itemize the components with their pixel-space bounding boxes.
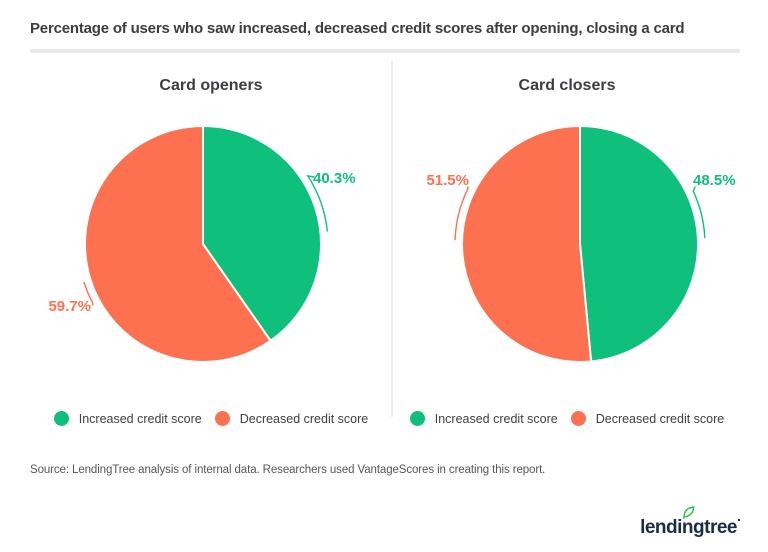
logo-text-mid-chars: ng (681, 517, 705, 538)
pie-chart-card-closers: 48.5% 51.5% (426, 125, 736, 363)
legend-dot-decreased-icon (570, 411, 586, 426)
source-note: Source: LendingTree analysis of internal… (30, 464, 546, 476)
logo-text-mid: ng (681, 506, 705, 538)
pie-percentage-label: 40.3% (313, 170, 356, 187)
logo-row: lendi ngtree (640, 506, 740, 539)
pie-percentage-label: 48.5% (693, 172, 736, 189)
pie-chart-card-openers: 40.3% 59.7% (48, 125, 356, 363)
legend-dot-increased-icon (409, 411, 425, 426)
leaf-icon (683, 506, 695, 519)
chart-title: Percentage of users who saw increased, d… (30, 20, 685, 37)
label-connector (454, 186, 469, 241)
legend-item-decreased: Decreased credit score (570, 411, 725, 426)
legend-label-decreased: Decreased credit score (239, 411, 369, 426)
legend-dot-increased-icon (53, 411, 69, 426)
legend-dot-decreased-icon (214, 411, 230, 426)
legend-label-decreased: Decreased credit score (595, 411, 725, 426)
legend-card-openers: Increased credit score Decreased credit … (53, 411, 369, 426)
trademark-dot (738, 519, 740, 521)
title-divider (30, 49, 740, 53)
panel-card-openers: Card openers 40.3% 59.7% Increased credit… (30, 53, 392, 426)
label-connector (83, 281, 94, 306)
pie-percentage-label: 51.5% (426, 172, 469, 189)
legend-label-increased: Increased credit score (434, 411, 558, 426)
pie-title-card-closers: Card closers (518, 77, 616, 94)
pie-slice (461, 125, 593, 363)
panel-divider (391, 61, 393, 417)
legend-item-increased: Increased credit score (409, 411, 558, 426)
pie-slice (579, 125, 699, 363)
pie-slice (202, 125, 322, 342)
legend-item-increased: Increased credit score (53, 411, 202, 426)
legend-label-increased: Increased credit score (78, 411, 202, 426)
label-connector (306, 174, 328, 232)
logo-text-post: tree (704, 517, 737, 538)
lendingtree-logo: lendi ngtree (640, 506, 740, 539)
pie-title-card-openers: Card openers (159, 77, 263, 94)
legend-item-decreased: Decreased credit score (214, 411, 369, 426)
charts-area: Card openers 40.3% 59.7% Increased credit… (30, 53, 740, 426)
label-connector (692, 186, 706, 239)
legend-card-closers: Increased credit score Decreased credit … (409, 411, 725, 426)
pie-percentage-label: 59.7% (48, 298, 91, 315)
logo-text-pre: lendi (640, 517, 682, 538)
pie-slice (84, 125, 272, 363)
panel-card-closers: Card closers 48.5% 51.5% Increased credit… (394, 53, 740, 426)
